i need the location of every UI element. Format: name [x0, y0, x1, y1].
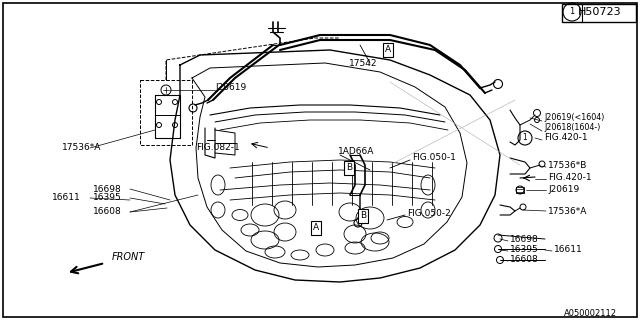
Text: J20619: J20619: [215, 84, 246, 92]
Text: 16698: 16698: [510, 235, 539, 244]
Text: FIG.050-2: FIG.050-2: [407, 209, 451, 218]
Text: 16611: 16611: [52, 194, 81, 203]
Text: 17536*A: 17536*A: [548, 206, 588, 215]
Text: 16608: 16608: [510, 255, 539, 265]
Text: H50723: H50723: [578, 7, 622, 17]
Text: 17536*A: 17536*A: [62, 143, 101, 153]
Text: A050002112: A050002112: [563, 308, 616, 317]
Text: FIG.420-1: FIG.420-1: [548, 172, 591, 181]
Text: 16608: 16608: [93, 207, 122, 217]
Text: 16395: 16395: [93, 194, 122, 203]
Text: J20619: J20619: [548, 185, 579, 194]
Bar: [562, 4, 636, 22]
Text: A: A: [313, 223, 319, 233]
Text: FIG.420-1: FIG.420-1: [544, 133, 588, 142]
Text: 1: 1: [570, 7, 575, 17]
Text: 16698: 16698: [93, 185, 122, 194]
Text: 16395: 16395: [510, 244, 539, 253]
Bar: [140, 80, 192, 145]
Text: FIG.082-1: FIG.082-1: [196, 143, 240, 153]
Text: A: A: [385, 45, 391, 54]
Text: 16611: 16611: [554, 244, 583, 253]
Text: 17536*B: 17536*B: [548, 161, 588, 170]
Text: J20618(1604-): J20618(1604-): [544, 124, 600, 132]
Text: B: B: [346, 164, 352, 172]
Text: J20619(<1604): J20619(<1604): [544, 114, 604, 123]
Text: B: B: [360, 212, 366, 220]
Text: 17542: 17542: [349, 59, 378, 68]
Text: FIG.050-1: FIG.050-1: [412, 153, 456, 162]
Text: FRONT: FRONT: [112, 252, 145, 262]
Text: 1: 1: [523, 133, 527, 142]
Text: 1AD66A: 1AD66A: [338, 148, 374, 156]
